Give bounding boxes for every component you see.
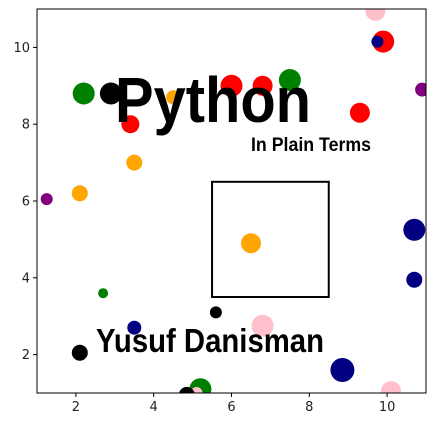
x-tick-label: 4 [150,400,158,415]
scatter-point [71,185,88,202]
scatter-point [381,381,401,393]
highlight-box [211,180,330,298]
y-tick-label: 8 [22,118,30,133]
plot-background [37,9,426,393]
y-tick-label: 10 [13,41,30,56]
x-tick-label: 6 [227,400,235,415]
x-tick-label: 8 [305,400,313,415]
scatter-point [241,233,261,254]
scatter-point [72,82,95,105]
y-axis: 2 4 6 8 10 [13,41,37,363]
scatter-point [166,90,181,105]
x-tick-label: 10 [379,400,396,415]
scatter-point [330,358,355,382]
x-axis: 2 4 6 8 10 [72,393,396,415]
scatter-point [40,193,53,206]
scatter-point [278,69,301,91]
y-tick-label: 6 [22,195,30,210]
scatter-point [252,75,273,96]
scatter-points [40,9,426,393]
scatter-point [127,320,142,335]
scatter-point [415,82,426,97]
scatter-point [99,82,122,105]
scatter-point [403,218,426,241]
y-tick-label: 4 [22,271,30,286]
chart-title: Python [115,64,311,136]
y-tick-label: 2 [22,348,30,363]
scatter-point [121,115,140,134]
scatter-point [71,344,88,361]
scatter-point [209,306,222,319]
scatter-point [349,102,370,123]
scatter-point [98,288,109,299]
scatter-point [251,314,274,337]
scatter-point [126,154,143,171]
scatter-point [365,9,386,21]
scatter-point [371,35,384,48]
scatter-point [406,271,423,288]
x-tick-label: 2 [72,400,80,415]
scatter-point [220,74,243,97]
scatter-point [179,386,195,393]
author-name: Yusuf Danisman [96,322,324,359]
chart-subtitle: In Plain Terms [251,135,371,156]
